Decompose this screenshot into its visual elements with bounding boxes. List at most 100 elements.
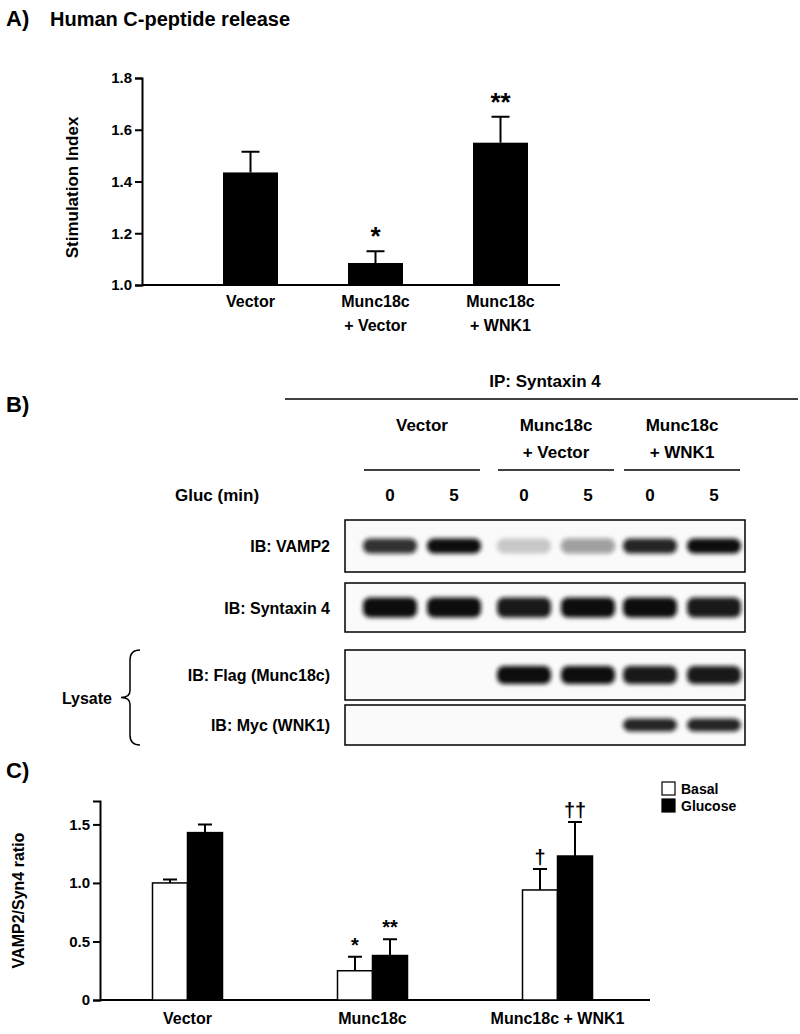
panel-label: B) xyxy=(6,392,29,417)
row-label: IB: Myc (WNK1) xyxy=(211,717,330,734)
bar xyxy=(153,883,188,1000)
axis-line xyxy=(93,802,101,1001)
blot-frame xyxy=(345,650,745,700)
tick-mark xyxy=(135,285,142,287)
panel-a: A)Human C-peptide release1.01.21.41.61.8… xyxy=(6,6,560,334)
panel-label: C) xyxy=(6,758,29,783)
band xyxy=(561,598,615,618)
tick: 1.8 xyxy=(111,69,142,86)
legend-label: Glucose xyxy=(681,798,736,814)
band xyxy=(497,598,551,618)
tick-label: 1.2 xyxy=(111,225,132,242)
group-rule xyxy=(498,469,614,471)
y-axis-title: VAMP2/Syn4 ratio xyxy=(10,832,27,968)
category-label: Munc18c + WNK1 xyxy=(491,1010,625,1027)
bar xyxy=(473,143,528,285)
blot-frame xyxy=(345,583,745,632)
bar xyxy=(523,890,558,1000)
tick-label: 1.4 xyxy=(111,173,133,190)
error-bar xyxy=(568,822,582,856)
row-label: IB: Flag (Munc18c) xyxy=(188,667,330,684)
band xyxy=(363,719,417,732)
row-label: IB: VAMP2 xyxy=(250,538,330,555)
error-bar xyxy=(383,939,397,955)
tick-mark xyxy=(135,181,142,183)
marks xyxy=(153,822,593,1000)
time-value: 5 xyxy=(583,486,592,505)
band xyxy=(623,719,677,732)
chart-title: Human C-peptide release xyxy=(50,8,290,30)
tick: 0.5 xyxy=(69,933,100,950)
tick-mark xyxy=(93,824,100,826)
figure: A)Human C-peptide release1.01.21.41.61.8… xyxy=(0,0,800,1034)
significance-mark: * xyxy=(351,934,359,956)
y-axis: 1.0 1.2 1.4 1.6 1.8 xyxy=(111,69,142,293)
category-label: Munc18c xyxy=(338,1010,407,1027)
significance-mark: * xyxy=(370,221,381,251)
bar xyxy=(558,856,593,1000)
tick-mark xyxy=(135,129,142,131)
band xyxy=(497,666,551,684)
band xyxy=(427,598,481,618)
axis-line xyxy=(135,79,143,286)
lysate-label: Lysate xyxy=(62,690,112,707)
tick: 1.2 xyxy=(111,225,142,242)
group-rule xyxy=(364,469,480,471)
band xyxy=(497,719,551,732)
band xyxy=(687,598,741,618)
y-axis: 00.51.01.5 xyxy=(69,802,100,1009)
category-label: Munc18c+ WNK1 xyxy=(466,293,535,334)
lane-group-label: Munc18c+ Vector xyxy=(520,416,593,462)
band xyxy=(623,598,677,618)
legend-swatch xyxy=(662,799,675,812)
category-label: Munc18c+ Vector xyxy=(341,293,410,334)
significance-mark: †† xyxy=(564,799,586,821)
y-axis-title: Stimulation Index xyxy=(63,116,82,258)
band xyxy=(687,719,741,732)
lane-group-label: Munc18c+ WNK1 xyxy=(646,416,719,462)
bar xyxy=(188,833,223,1000)
tick-label: 1.0 xyxy=(111,276,132,293)
tick: 1.6 xyxy=(111,121,142,138)
error-bar xyxy=(348,957,362,971)
legend-label: Basal xyxy=(681,781,718,797)
tick-mark xyxy=(93,941,100,943)
time-value: 0 xyxy=(519,486,528,505)
panel-c: C)00.51.01.5VAMP2/Syn4 ratio*†**††Vector… xyxy=(6,758,736,1027)
tick-mark xyxy=(135,233,142,235)
tick-label: 1.5 xyxy=(69,816,90,833)
band xyxy=(427,666,481,684)
band xyxy=(363,598,417,618)
band xyxy=(363,666,417,684)
error-bar xyxy=(533,869,547,890)
tick-label: 1.6 xyxy=(111,121,132,138)
legend: BasalGlucose xyxy=(662,781,736,814)
significance-mark: ** xyxy=(490,87,511,117)
significance-mark: ** xyxy=(382,916,398,938)
blot-frame xyxy=(345,705,745,745)
time-value: 0 xyxy=(645,486,654,505)
band xyxy=(623,666,677,684)
band xyxy=(561,666,615,684)
tick: 1.0 xyxy=(111,276,142,293)
band xyxy=(497,539,551,554)
error-bar xyxy=(242,152,260,173)
band xyxy=(561,719,615,732)
bar xyxy=(348,263,403,285)
tick: 1.4 xyxy=(111,173,142,190)
tick-label: 0.5 xyxy=(69,933,90,950)
lane-group-label: Vector xyxy=(396,416,448,435)
tick-label: 0 xyxy=(82,991,90,1008)
category-label: Vector xyxy=(163,1010,212,1027)
row-label: IB: Syntaxin 4 xyxy=(224,600,330,617)
lysate-brace xyxy=(121,650,140,745)
panel-b: B) IP: Syntaxin 4 Vector Munc18c+ Vector Mun… xyxy=(6,372,798,745)
significance-mark: † xyxy=(534,846,545,868)
tick: 0 xyxy=(82,991,100,1008)
error-bar xyxy=(163,879,177,883)
blot-header: IP: Syntaxin 4 xyxy=(489,372,601,391)
band xyxy=(687,666,741,684)
bar xyxy=(223,172,278,285)
bar xyxy=(338,971,373,1000)
band xyxy=(623,539,677,554)
